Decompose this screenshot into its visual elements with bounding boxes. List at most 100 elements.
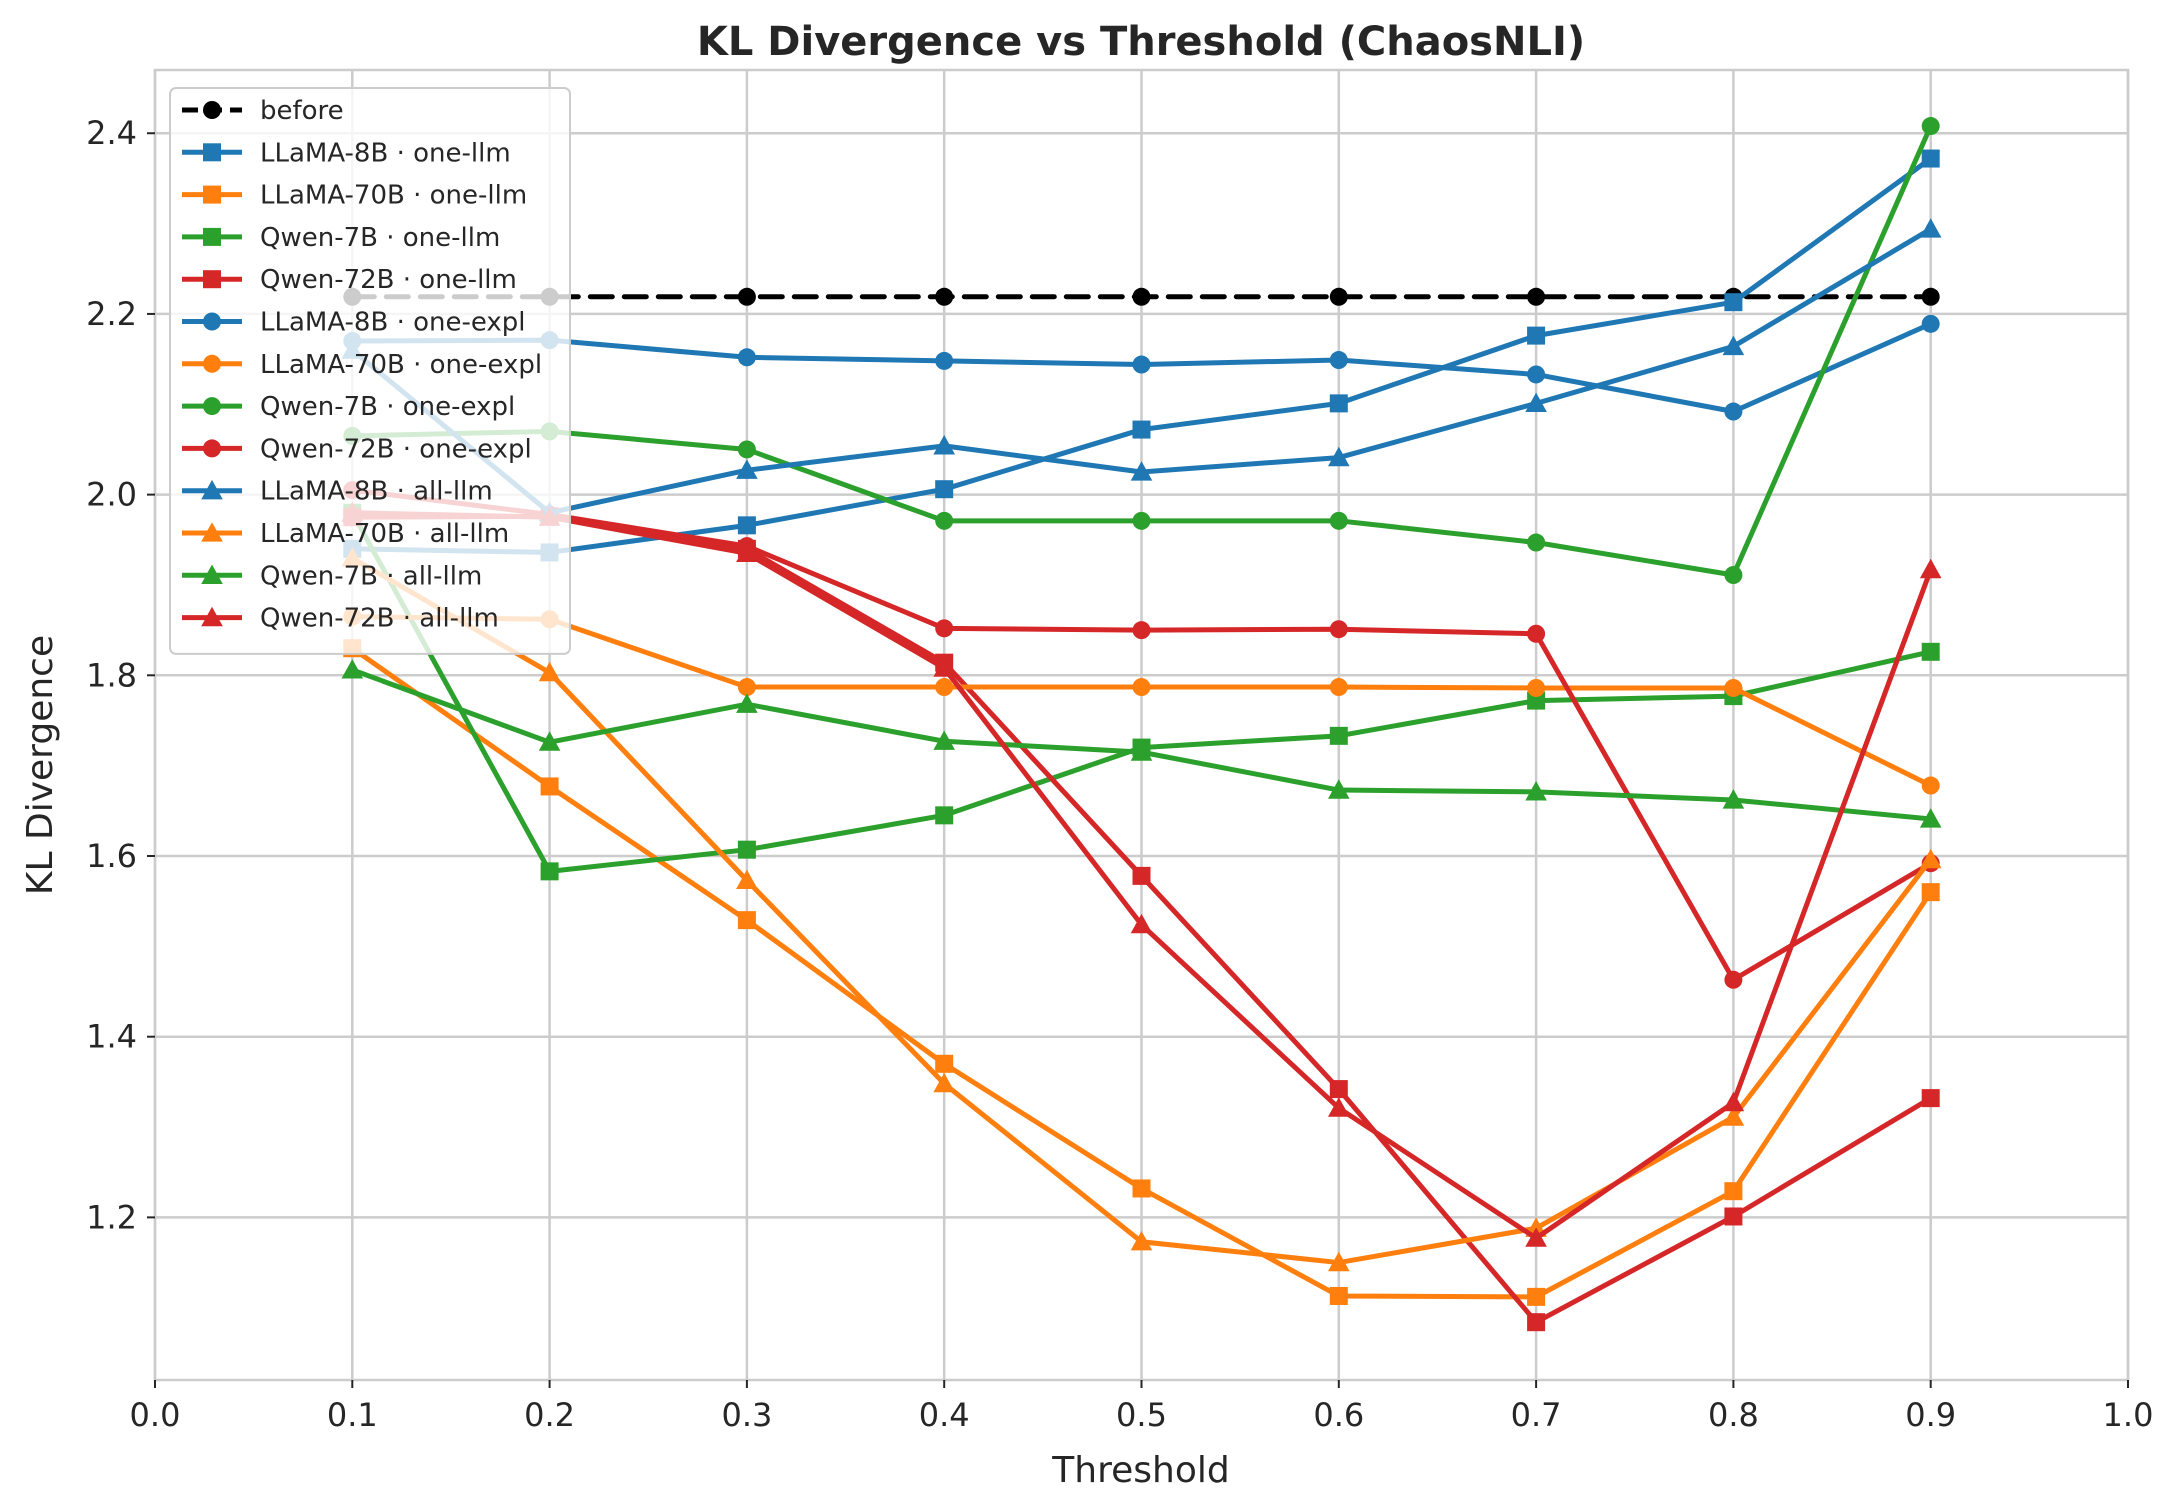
data-point bbox=[933, 730, 955, 750]
data-point bbox=[1527, 326, 1546, 345]
y-axis-label: KL Divergence bbox=[20, 635, 61, 895]
legend-item: LLaMA-8B · one-expl bbox=[182, 308, 526, 338]
y-tick-label: 1.6 bbox=[86, 837, 137, 875]
data-point bbox=[737, 678, 756, 697]
legend-marker bbox=[201, 606, 223, 627]
data-point bbox=[1919, 558, 1942, 579]
data-point bbox=[737, 911, 756, 930]
data-point bbox=[1132, 511, 1151, 530]
legend-item: Qwen-72B · all-llm bbox=[182, 604, 499, 634]
data-point bbox=[1132, 420, 1151, 439]
x-tick-label: 1.0 bbox=[2103, 1396, 2154, 1434]
legend-label: Qwen-72B · all-llm bbox=[260, 604, 499, 634]
data-point bbox=[1527, 678, 1546, 697]
x-tick-label: 0.3 bbox=[721, 1396, 772, 1434]
legend-marker bbox=[203, 185, 221, 204]
legend-marker bbox=[203, 354, 221, 373]
x-tick-label: 0.7 bbox=[1511, 1396, 1562, 1434]
data-point bbox=[1527, 691, 1546, 710]
x-tick-label: 0.1 bbox=[327, 1396, 378, 1434]
legend-marker bbox=[203, 439, 221, 458]
data-point bbox=[1921, 287, 1940, 306]
legend-box bbox=[169, 87, 571, 655]
data-point bbox=[1329, 287, 1348, 306]
data-point bbox=[737, 440, 756, 459]
legend-item: Qwen-7B · all-llm bbox=[182, 561, 482, 591]
data-point bbox=[1525, 781, 1547, 801]
data-point bbox=[1329, 620, 1348, 639]
data-point bbox=[935, 678, 954, 697]
series-12 bbox=[341, 501, 1942, 1247]
data-point bbox=[540, 777, 559, 796]
y-tick-label: 2.2 bbox=[86, 295, 137, 333]
data-point bbox=[1921, 776, 1940, 795]
data-point bbox=[1722, 1106, 1745, 1126]
data-point bbox=[935, 619, 954, 638]
x-tick-label: 0.9 bbox=[1905, 1396, 1956, 1434]
data-point bbox=[1130, 461, 1153, 481]
data-point bbox=[1722, 789, 1745, 809]
data-point bbox=[1130, 1230, 1153, 1251]
data-point bbox=[1724, 1207, 1743, 1226]
legend-marker bbox=[201, 479, 223, 500]
legend-marker bbox=[203, 227, 221, 246]
legend-label: LLaMA-8B · all-llm bbox=[260, 477, 493, 507]
data-point bbox=[1921, 642, 1940, 661]
data-point bbox=[1328, 446, 1350, 467]
legend-item: Qwen-7B · one-expl bbox=[182, 392, 515, 422]
data-point bbox=[1919, 218, 1942, 238]
data-point bbox=[1328, 779, 1350, 799]
data-point bbox=[1130, 913, 1153, 934]
data-point bbox=[933, 1072, 955, 1093]
data-point bbox=[1132, 621, 1151, 640]
data-point bbox=[1919, 848, 1942, 869]
data-point bbox=[1329, 394, 1348, 413]
x-tick-label: 0.6 bbox=[1313, 1396, 1364, 1434]
data-point bbox=[935, 480, 954, 499]
legend-item: Qwen-72B · one-llm bbox=[182, 265, 517, 295]
data-point bbox=[1132, 287, 1151, 306]
data-point bbox=[1329, 726, 1348, 745]
data-point bbox=[1722, 1091, 1745, 1112]
series-2 bbox=[343, 639, 1940, 1306]
y-tick-label: 1.4 bbox=[86, 1018, 137, 1056]
data-point bbox=[1921, 149, 1940, 168]
legend-marker bbox=[201, 564, 223, 584]
legend-label: LLaMA-70B · one-expl bbox=[260, 350, 542, 380]
legend-item: before bbox=[182, 96, 344, 126]
data-point bbox=[1132, 866, 1151, 885]
tick-layer: 0.0 0.1 0.2 0.3 0.4 0.5 0.6 0.7 0.8 0.9 1.0 1.2 1.4 1… bbox=[86, 114, 2153, 1434]
data-point bbox=[1525, 392, 1547, 413]
data-point bbox=[737, 840, 756, 859]
legend-label: LLaMA-70B · all-llm bbox=[260, 519, 509, 549]
data-point bbox=[1921, 314, 1940, 333]
data-point bbox=[935, 287, 954, 306]
legend-marker bbox=[203, 143, 221, 162]
legend-item: Qwen-72B · one-expl bbox=[182, 434, 532, 464]
x-tick-label: 0.2 bbox=[524, 1396, 575, 1434]
legend-marker bbox=[203, 397, 221, 416]
data-point bbox=[538, 731, 561, 751]
chart-title: KL Divergence vs Threshold (ChaosNLI) bbox=[697, 19, 1585, 65]
data-point bbox=[1527, 624, 1546, 643]
data-point bbox=[1921, 1089, 1940, 1108]
data-point bbox=[933, 657, 955, 677]
data-point bbox=[1527, 533, 1546, 552]
data-point bbox=[1329, 351, 1348, 370]
data-point bbox=[341, 659, 364, 679]
data-point bbox=[1527, 1313, 1546, 1332]
data-point bbox=[1329, 511, 1348, 530]
y-tick-label: 2.4 bbox=[86, 114, 137, 152]
data-point bbox=[1525, 1227, 1547, 1247]
data-point bbox=[736, 542, 758, 562]
data-point bbox=[737, 287, 756, 306]
data-point bbox=[538, 661, 561, 682]
data-point bbox=[1527, 287, 1546, 306]
series-11 bbox=[341, 659, 1942, 828]
x-tick-label: 0.5 bbox=[1116, 1396, 1167, 1434]
legend-label: Qwen-7B · one-expl bbox=[260, 392, 515, 422]
data-point bbox=[1132, 355, 1151, 374]
data-point bbox=[1328, 1251, 1350, 1272]
